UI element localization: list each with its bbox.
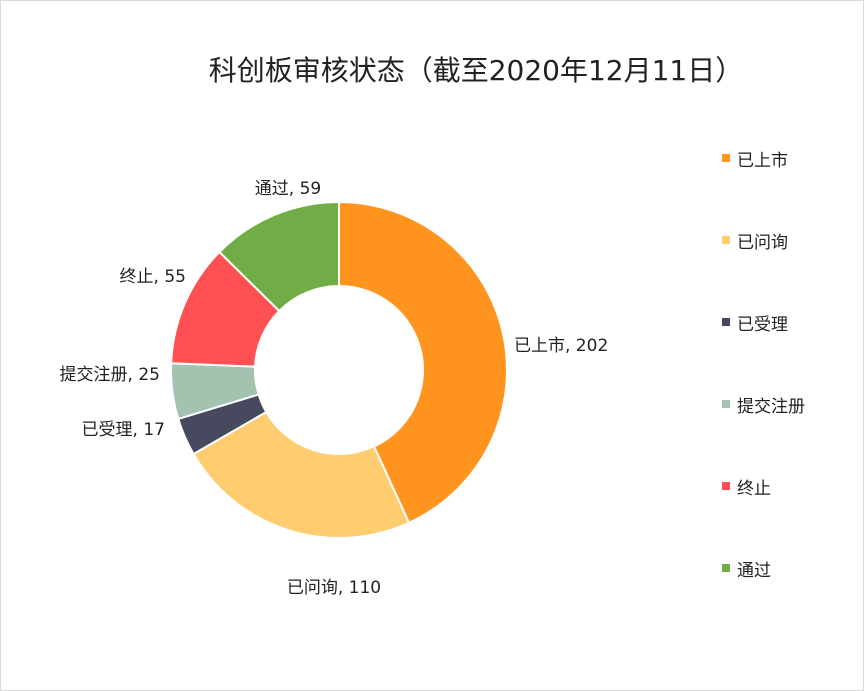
slice-passed — [217, 200, 340, 313]
legend-label-registration: 提交注册 — [737, 396, 805, 417]
legend-label-inquired: 已问询 — [737, 232, 788, 253]
legend-label-passed: 通过 — [737, 560, 771, 581]
data-label-terminated: 终止, 55 — [120, 267, 186, 287]
data-label-registration: 提交注册, 25 — [60, 365, 160, 385]
legend-label-terminated: 终止 — [737, 478, 771, 499]
data-labels: 已上市, 202 已问询, 110 已受理, 17 提交注册, 25 终止, 55 通过,… — [60, 179, 609, 598]
data-label-inquired: 已问询, 110 — [287, 578, 381, 598]
doughnut-slices — [170, 200, 508, 539]
data-label-listed: 已上市, 202 — [514, 336, 608, 356]
legend-label-listed: 已上市 — [737, 150, 788, 171]
legend-item-accepted: 已受理 — [722, 311, 788, 335]
legend-swatch-inquired — [722, 236, 730, 244]
legend-swatch-registration — [722, 400, 730, 408]
legend-item-inquired: 已问询 — [722, 229, 788, 253]
chart-title: 科创板审核状态（截至2020年12月11日） — [208, 54, 744, 87]
legend-swatch-listed — [722, 154, 730, 162]
data-label-accepted: 已受理, 17 — [82, 420, 165, 440]
legend-item-terminated: 终止 — [722, 475, 771, 499]
legend-item-registration: 提交注册 — [722, 393, 805, 417]
legend-swatch-accepted — [722, 318, 730, 326]
slice-listed — [338, 200, 508, 525]
slice-inquired — [192, 410, 411, 539]
legend-label-accepted: 已受理 — [737, 314, 788, 335]
legend-item-listed: 已上市 — [722, 147, 788, 171]
data-label-passed: 通过, 59 — [255, 179, 321, 199]
legend-swatch-terminated — [722, 482, 730, 490]
legend-swatch-passed — [722, 564, 730, 572]
legend-item-passed: 通过 — [722, 557, 771, 581]
